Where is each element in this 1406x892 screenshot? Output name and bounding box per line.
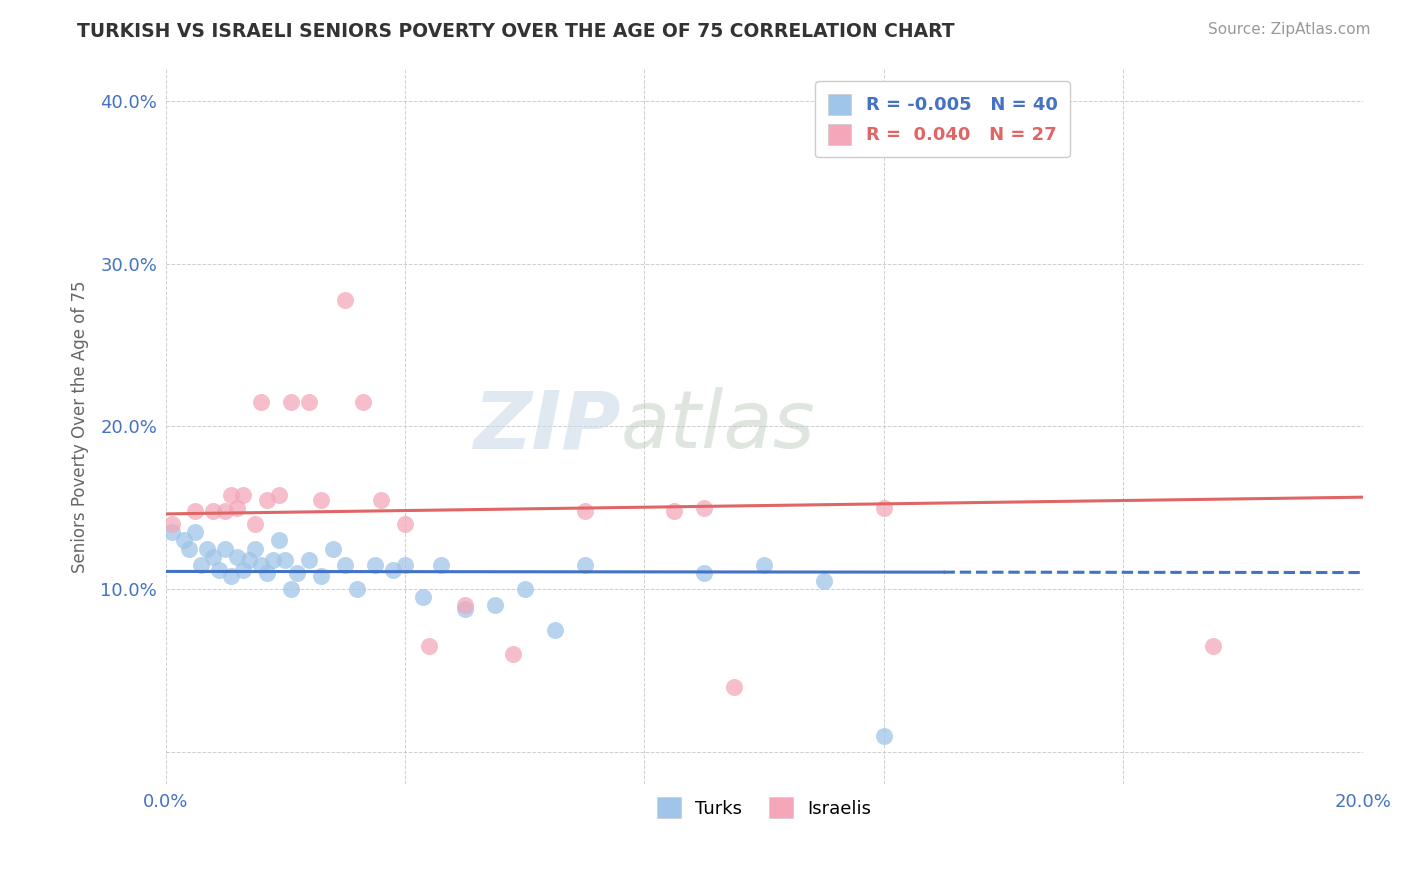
Text: TURKISH VS ISRAELI SENIORS POVERTY OVER THE AGE OF 75 CORRELATION CHART: TURKISH VS ISRAELI SENIORS POVERTY OVER … — [77, 22, 955, 41]
Point — [723, 680, 745, 694]
Point — [309, 569, 332, 583]
Point — [346, 582, 368, 597]
Point — [322, 541, 344, 556]
Point — [245, 541, 267, 556]
Point — [370, 492, 392, 507]
Point — [173, 533, 195, 548]
Point — [269, 533, 291, 548]
Point — [309, 492, 332, 507]
Point — [160, 525, 183, 540]
Text: atlas: atlas — [620, 387, 815, 466]
Point — [179, 541, 201, 556]
Legend: Turks, Israelis: Turks, Israelis — [650, 790, 879, 825]
Point — [160, 517, 183, 532]
Point — [232, 488, 254, 502]
Point — [221, 488, 243, 502]
Point — [394, 558, 416, 572]
Point — [208, 563, 231, 577]
Point — [184, 504, 207, 518]
Point — [256, 566, 278, 580]
Point — [418, 639, 440, 653]
Point — [202, 549, 225, 564]
Point — [1202, 639, 1225, 653]
Point — [574, 558, 596, 572]
Point — [813, 574, 835, 588]
Point — [574, 504, 596, 518]
Point — [274, 553, 297, 567]
Point — [364, 558, 387, 572]
Point — [502, 647, 524, 661]
Point — [430, 558, 453, 572]
Point — [873, 729, 896, 743]
Point — [664, 504, 686, 518]
Point — [250, 558, 273, 572]
Point — [333, 293, 356, 307]
Point — [513, 582, 536, 597]
Point — [693, 500, 716, 515]
Point — [197, 541, 219, 556]
Text: ZIP: ZIP — [472, 387, 620, 466]
Point — [412, 591, 434, 605]
Point — [269, 488, 291, 502]
Point — [202, 504, 225, 518]
Point — [214, 504, 236, 518]
Text: Source: ZipAtlas.com: Source: ZipAtlas.com — [1208, 22, 1371, 37]
Point — [232, 563, 254, 577]
Point — [298, 553, 321, 567]
Point — [250, 395, 273, 409]
Point — [333, 558, 356, 572]
Point — [221, 569, 243, 583]
Point — [214, 541, 236, 556]
Point — [226, 549, 249, 564]
Y-axis label: Seniors Poverty Over the Age of 75: Seniors Poverty Over the Age of 75 — [72, 280, 89, 573]
Point — [285, 566, 308, 580]
Point — [454, 599, 477, 613]
Point — [190, 558, 212, 572]
Point — [873, 500, 896, 515]
Point — [352, 395, 374, 409]
Point — [245, 517, 267, 532]
Point — [752, 558, 775, 572]
Point — [543, 623, 565, 637]
Point — [382, 563, 405, 577]
Point — [298, 395, 321, 409]
Point — [226, 500, 249, 515]
Point — [256, 492, 278, 507]
Point — [484, 599, 506, 613]
Point — [238, 553, 260, 567]
Point — [454, 601, 477, 615]
Point — [262, 553, 284, 567]
Point — [693, 566, 716, 580]
Point — [394, 517, 416, 532]
Point — [280, 395, 302, 409]
Point — [184, 525, 207, 540]
Point — [280, 582, 302, 597]
